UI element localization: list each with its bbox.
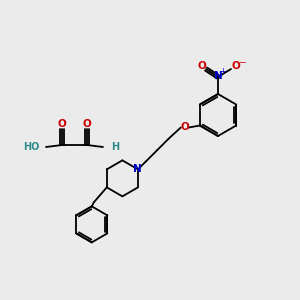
Text: +: + <box>220 67 226 76</box>
Text: O: O <box>232 61 240 71</box>
Text: N: N <box>214 71 222 81</box>
Text: O: O <box>198 61 206 71</box>
Text: O: O <box>180 122 189 133</box>
Text: O: O <box>58 119 66 129</box>
Text: O: O <box>82 119 91 129</box>
Text: H: H <box>111 142 119 152</box>
Text: HO: HO <box>22 142 39 152</box>
Text: −: − <box>238 58 246 67</box>
Text: N: N <box>133 164 141 174</box>
